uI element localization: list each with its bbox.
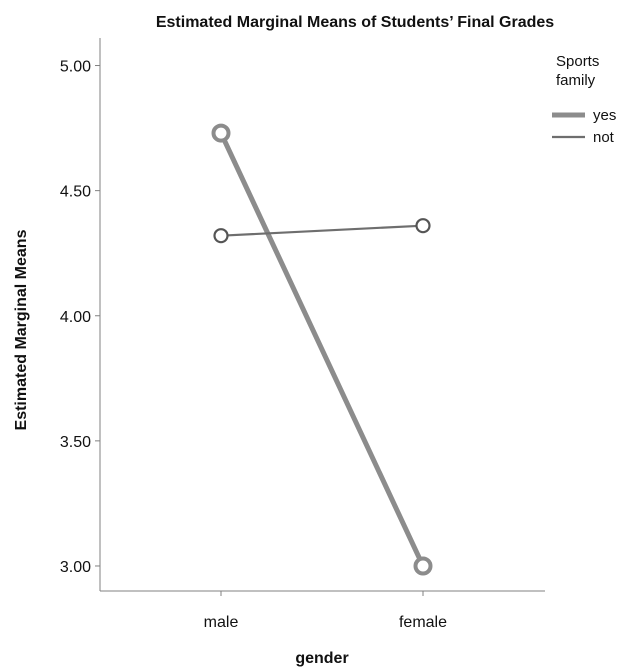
series-markers [211,123,433,576]
x-axis-title: gender [295,650,348,667]
legend-entries: yes not [552,107,616,146]
y-tick-label: 4.00 [60,309,91,326]
legend-label-not: not [593,129,615,146]
y-axis-title: Estimated Marginal Means [13,229,30,430]
chart-title: Estimated Marginal Means of Students’ Fi… [156,14,554,31]
series-lines [218,130,426,569]
legend-title-line2: family [556,72,596,89]
y-axis-ticks: 3.00 3.50 4.00 4.50 5.00 [60,59,100,576]
x-tick-label: female [399,614,447,631]
data-point-not-female [415,218,431,234]
legend: Sports family yes not [552,53,616,146]
data-point-not-male [213,228,229,244]
series-line-not [219,224,425,237]
data-point-yes-male [211,123,231,143]
x-tick-label: male [204,614,239,631]
y-tick-label: 3.50 [60,434,91,451]
y-tick-label: 4.50 [60,184,91,201]
legend-label-yes: yes [593,107,616,124]
series-line-yes [218,130,426,569]
y-tick-label: 5.00 [60,59,91,76]
legend-title-line1: Sports [556,53,599,70]
y-tick-label: 3.00 [60,559,91,576]
data-point-yes-female [413,556,433,576]
x-axis-ticks: male female [204,591,447,631]
